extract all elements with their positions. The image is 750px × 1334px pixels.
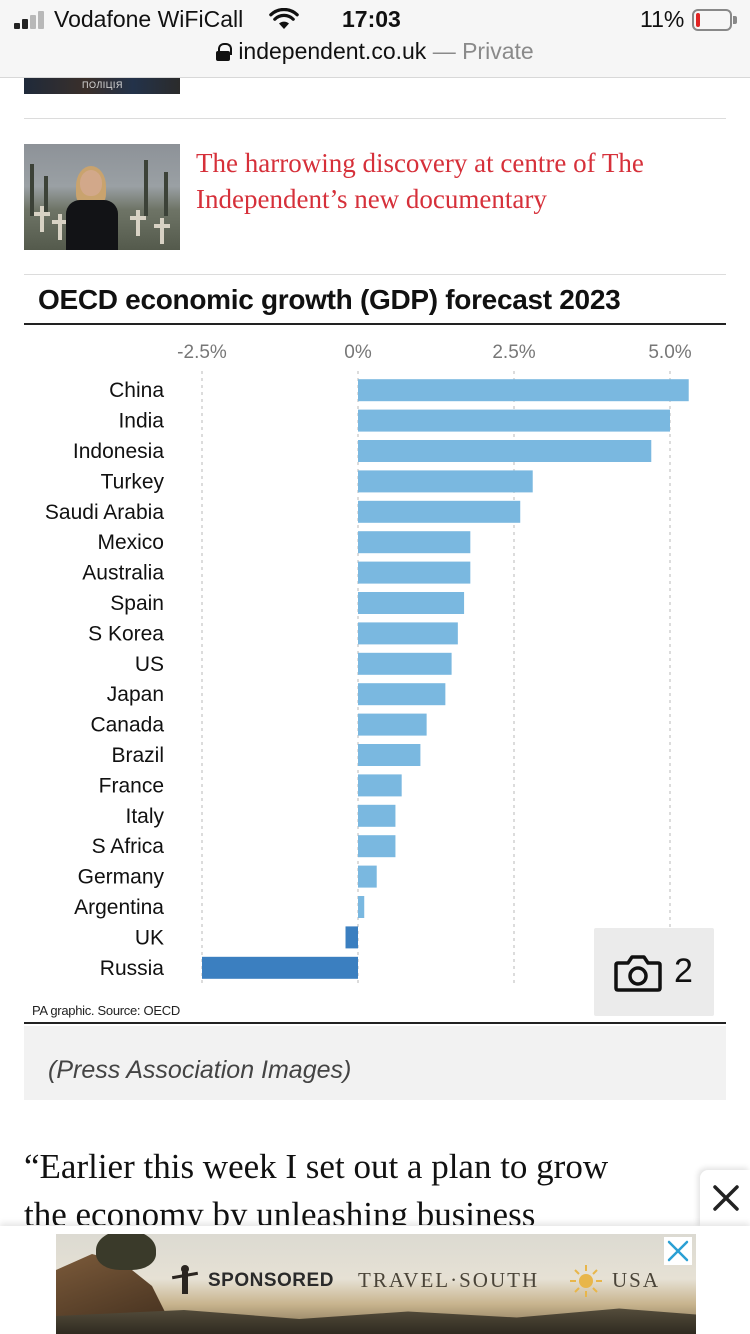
x-icon: [713, 1185, 739, 1211]
signal-strength-icon: [14, 11, 48, 29]
category-label: Canada: [90, 714, 164, 737]
category-label: China: [109, 379, 164, 402]
camera-icon: [614, 955, 662, 992]
sun-icon: [570, 1265, 602, 1297]
category-label: Argentina: [74, 896, 164, 919]
bar-spain: [358, 592, 465, 614]
article-line-1: “Earlier this week I set out a plan to g…: [24, 1147, 609, 1186]
category-label: Spain: [110, 592, 164, 615]
category-label: France: [99, 774, 164, 797]
bar-canada: [358, 713, 427, 736]
x-tick-label: 5.0%: [648, 342, 691, 363]
divider: [24, 118, 726, 119]
battery-icon: [692, 9, 738, 31]
category-label: Brazil: [111, 744, 164, 767]
category-label: Italy: [125, 805, 164, 828]
bar-germany: [358, 865, 377, 888]
gdp-bar-chart: -2.5% 0% 2.5% 5.0% China India Indonesia Turkey…: [45, 342, 692, 987]
bar-uk: [345, 926, 358, 949]
battery-percentage: 11%: [640, 6, 685, 32]
category-label: Russia: [100, 957, 165, 980]
article-line-2: the economy by unleashing business: [24, 1195, 536, 1225]
ad-sponsored-label: SPONSORED: [208, 1270, 334, 1291]
divider: [24, 274, 726, 275]
category-label: S Africa: [92, 835, 165, 858]
lock-icon: [216, 43, 233, 61]
x-tick-label: 0%: [344, 342, 372, 363]
url-domain: independent.co.uk: [238, 38, 427, 64]
x-tick-label: 2.5%: [492, 342, 535, 363]
category-label: Turkey: [101, 470, 165, 493]
close-ad-button[interactable]: [700, 1170, 750, 1228]
category-label: Japan: [107, 683, 164, 706]
ad-banner[interactable]: SPONSORED TRAVEL·SOUTH USA: [56, 1234, 696, 1334]
bar-indonesia: [358, 440, 652, 462]
bar-italy: [358, 804, 396, 827]
gallery-button[interactable]: 2: [594, 928, 714, 1016]
bar-turkey: [358, 470, 533, 493]
category-label: UK: [135, 926, 164, 949]
status-bar: Vodafone WiFiCall 17:03 11% independent.…: [0, 0, 750, 78]
chart-title: OECD economic growth (GDP) forecast 2023: [38, 284, 621, 315]
bar-s-korea: [358, 622, 458, 645]
url-separator: —: [432, 38, 456, 64]
category-label: US: [135, 653, 164, 676]
signal-bar: [38, 11, 44, 29]
ad-brand-country: USA: [612, 1268, 661, 1292]
category-label: S Korea: [88, 622, 164, 645]
thumbnail-caption: ПОЛІЦІЯ: [82, 80, 123, 90]
related-article-title[interactable]: The harrowing discovery at centre of The…: [196, 148, 644, 214]
bar-india: [358, 409, 670, 432]
category-label: Germany: [78, 866, 165, 889]
chart-title-rule: [24, 323, 726, 325]
ad-close-icon[interactable]: [664, 1237, 692, 1265]
wifi-icon: [269, 8, 299, 29]
bar-brazil: [358, 744, 421, 766]
previous-article-thumbnail[interactable]: ПОЛІЦІЯ: [24, 78, 180, 94]
signal-bar: [14, 23, 20, 29]
private-mode-label: Private: [462, 38, 534, 64]
category-label: Indonesia: [73, 440, 164, 463]
signal-bar: [30, 15, 36, 29]
bar-russia: [202, 956, 358, 979]
bar-s-africa: [358, 835, 396, 858]
chart-bottom-rule: [24, 1022, 726, 1024]
image-caption-box: (Press Association Images): [24, 1026, 726, 1100]
chart-source: PA graphic. Source: OECD: [32, 1003, 180, 1018]
bar-us: [358, 652, 452, 675]
bar-saudi-arabia: [358, 500, 521, 523]
bar-japan: [358, 683, 446, 706]
carrier-name: Vodafone WiFiCall: [54, 6, 244, 32]
address-bar[interactable]: independent.co.uk — Private: [0, 38, 750, 72]
article-body: “Earlier this week I set out a plan to g…: [24, 1143, 750, 1225]
gallery-count: 2: [674, 952, 693, 990]
category-label: Australia: [82, 562, 164, 585]
clock: 17:03: [342, 6, 401, 32]
bar-france: [358, 774, 402, 797]
related-article-thumbnail[interactable]: [24, 144, 180, 250]
category-label: India: [118, 410, 164, 433]
x-tick-label: -2.5%: [177, 342, 227, 363]
image-caption: (Press Association Images): [48, 1056, 352, 1084]
hiker-figure: [181, 1265, 189, 1294]
bar-china: [358, 379, 689, 402]
signal-bar: [22, 19, 28, 29]
category-label: Mexico: [97, 531, 164, 554]
ad-brand-name: TRAVEL·SOUTH: [358, 1268, 540, 1292]
category-label: Saudi Arabia: [45, 501, 164, 524]
bar-mexico: [358, 531, 471, 554]
bar-australia: [358, 561, 471, 584]
bar-argentina: [358, 896, 365, 918]
